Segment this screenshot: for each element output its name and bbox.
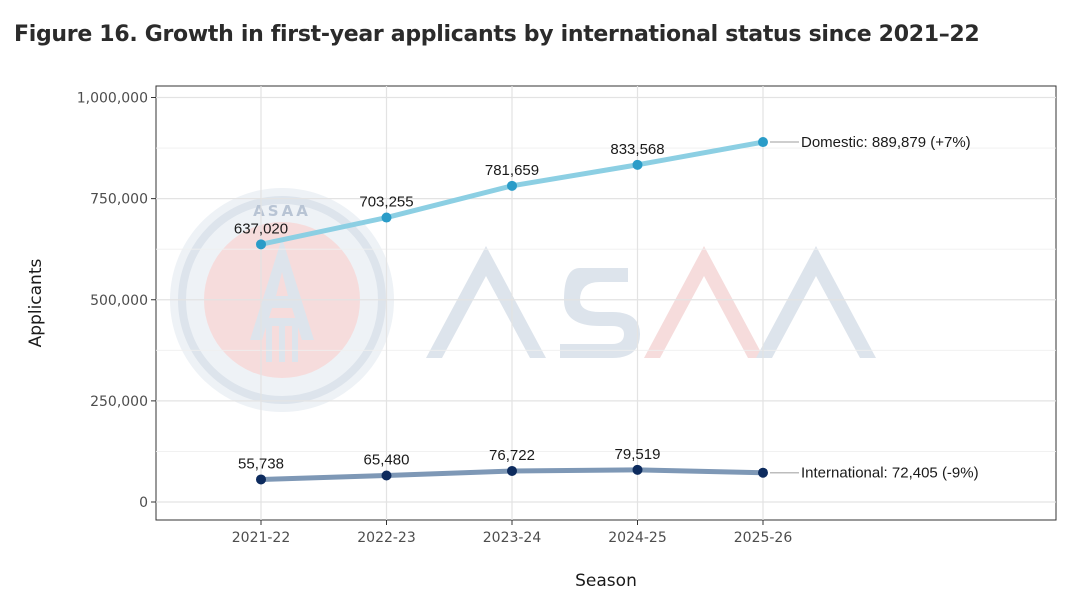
x-tick-label: 2025-26 [734, 530, 793, 546]
x-tick-label: 2022-23 [357, 530, 416, 546]
data-label-domestic: 703,255 [359, 194, 413, 211]
x-axis: 2021-22 2022-23 2023-24 2024-25 2025-26 [232, 520, 793, 546]
y-tick-label: 1,000,000 [77, 91, 148, 107]
data-label-domestic: 637,020 [234, 220, 288, 237]
data-label-international: 65,480 [364, 452, 410, 469]
data-label-international: 79,519 [615, 446, 661, 463]
gridlines [156, 86, 1056, 520]
data-label-domestic: 833,568 [610, 141, 664, 158]
data-point-international [256, 474, 266, 485]
y-tick-label: 500,000 [90, 293, 148, 309]
data-point-international [381, 470, 392, 481]
x-axis-title: Season [575, 571, 637, 591]
plot-panel [155, 85, 1057, 521]
asaa-wordmark [426, 246, 876, 358]
data-label-international: 76,722 [489, 447, 535, 464]
data-point-domestic [381, 212, 392, 223]
watermark-seal-text: ASAA [253, 202, 311, 220]
x-tick-label: 2021-22 [232, 530, 291, 546]
y-tick-label: 250,000 [90, 394, 148, 410]
figure-title: Figure 16. Growth in first-year applican… [14, 22, 980, 47]
end-label-domestic: Domestic: 889,879 (+7%) [801, 134, 971, 151]
y-tick-label: 750,000 [90, 192, 148, 208]
x-tick-label: 2024-25 [608, 530, 667, 546]
data-point-domestic [632, 159, 643, 170]
end-label-international: International: 72,405 (-9%) [801, 465, 979, 482]
x-tick-label: 2023-24 [483, 530, 542, 546]
data-label-international: 55,738 [238, 455, 284, 472]
data-point-international [632, 464, 643, 475]
y-axis-title: Applicants [26, 258, 46, 347]
y-tick-label: 0 [139, 495, 148, 511]
series-layer: 637,020 703,255 781,659 833,568 Domestic: 88… [234, 134, 979, 485]
data-point-international [758, 467, 768, 478]
y-axis: 0 250,000 500,000 750,000 1,000,000 [77, 91, 156, 511]
data-label-domestic: 781,659 [485, 162, 539, 179]
data-point-domestic [256, 239, 266, 250]
data-point-international [507, 465, 517, 476]
data-point-domestic [507, 180, 517, 191]
data-point-domestic [758, 137, 768, 148]
